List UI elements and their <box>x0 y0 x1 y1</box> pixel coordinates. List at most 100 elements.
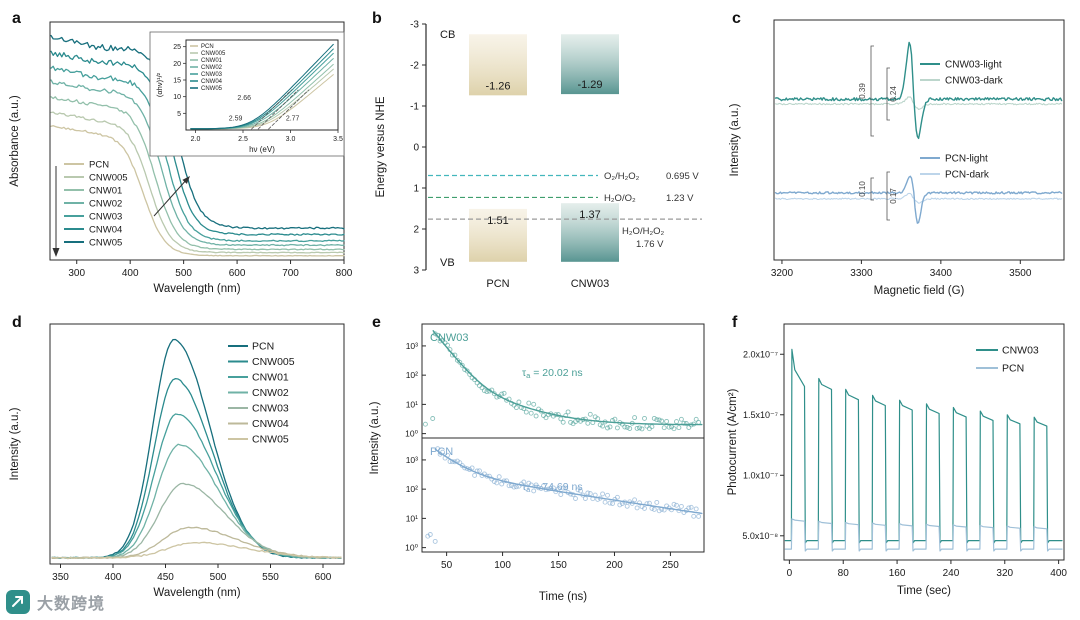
x-tick-label: 160 <box>889 568 906 579</box>
panel-d-chart: 350 400 450 500 550 600 Wavelength (nm) Intensi… <box>9 323 345 599</box>
scatter-point <box>452 459 458 465</box>
legend-label-CNW04: CNW04 <box>89 225 122 236</box>
inset-series-CNW05 <box>190 43 334 130</box>
redox-label: H₂O/O₂ <box>604 193 636 204</box>
x-axis-label: Wavelength (nm) <box>153 283 240 295</box>
legend-label-CNW03: CNW03 <box>252 403 289 415</box>
x-tick-label: 400 <box>105 572 122 583</box>
scatter-point <box>585 420 591 426</box>
bandgap-value: 2.59 <box>229 116 243 123</box>
measure-bracket <box>870 177 874 201</box>
scatter-point <box>639 426 645 432</box>
panel-c: c 3200 3300 3400 3500 Magnetic field (G) Inte… <box>724 8 1076 304</box>
y-tick-label: 5.0x10⁻⁸ <box>742 531 778 541</box>
x-tick-label: 350 <box>52 572 69 583</box>
x-tick-label: 450 <box>157 572 174 583</box>
inset-legend-label: PCN <box>201 44 214 50</box>
bandgap-value: 2.66 <box>237 95 251 102</box>
plot-frame <box>49 323 345 565</box>
y-axis-label: Intensity (a.u.) <box>369 401 381 474</box>
series-CNW03-dark <box>775 96 1063 111</box>
scatter-point <box>560 485 566 491</box>
panel-label-e: e <box>372 314 381 331</box>
scatter-point <box>624 503 630 509</box>
scatter-point <box>541 483 546 489</box>
panel-d: d 350 400 450 500 550 600 Wavelength (nm) Inten… <box>4 312 356 616</box>
y-tick-label: 10⁰ <box>405 429 418 439</box>
y-tick-label: 2 <box>413 225 419 236</box>
y-tick-label: 10¹ <box>406 399 418 409</box>
annotation-value: 0.24 <box>889 86 898 102</box>
x-tick-label: 500 <box>175 268 192 279</box>
scatter-point <box>558 492 564 497</box>
legend-label-CNW05: CNW05 <box>252 434 289 446</box>
inset-legend-label: CNW05 <box>201 86 223 92</box>
scatter-point <box>513 484 519 490</box>
scatter-point <box>607 500 613 506</box>
scatter-point <box>676 425 682 431</box>
scatter-point <box>605 425 610 431</box>
y-tick-label: 10¹ <box>406 513 418 523</box>
inset-x-tick-label: 3.5 <box>333 136 343 143</box>
x-tick-label: 600 <box>315 572 332 583</box>
legend-label-CNW04: CNW04 <box>252 418 289 430</box>
y-axis-label: Intensity (a.u.) <box>9 407 21 480</box>
scatter-point <box>634 505 640 511</box>
scatter-point <box>614 494 620 500</box>
vb-label: VB <box>440 257 455 269</box>
x-tick-label: 800 <box>336 268 353 279</box>
bandgap-value: 2.77 <box>286 116 300 123</box>
scatter-point <box>661 425 667 431</box>
y-tick-label: 2.0x10⁻⁷ <box>743 349 778 359</box>
bandgap-extrapolation-line <box>257 89 299 130</box>
series-CNW05 <box>51 541 342 560</box>
watermark-text: 大数跨境 <box>37 596 106 613</box>
scatter-point <box>568 419 574 425</box>
inset-y-tick-label: 5 <box>177 111 181 118</box>
series-CNW03 <box>50 65 345 243</box>
panel-label-b: b <box>372 10 382 27</box>
y-tick-label: 3 <box>413 266 419 277</box>
series-CNW02 <box>51 443 342 560</box>
legend-label-CNW03-light: CNW03-light <box>945 60 1002 71</box>
y-axis-label: Absorbance (a.u.) <box>9 95 21 187</box>
panel-c-chart: 3200 3300 3400 3500 Magnetic field (G) Intens… <box>729 19 1065 297</box>
scatter-point <box>610 501 615 506</box>
scatter-point <box>501 390 507 396</box>
legend-label-PCN: PCN <box>252 341 274 353</box>
inset-x-tick-label: 2.5 <box>238 136 248 143</box>
scatter-point <box>573 496 578 501</box>
inset-y-tick-label: 15 <box>173 78 181 85</box>
scatter-point <box>575 417 581 423</box>
x-tick-label: 100 <box>494 560 511 571</box>
scatter-point <box>666 424 672 430</box>
inset-pointer-arrow <box>153 177 189 217</box>
legend-label-CNW05: CNW05 <box>89 238 122 249</box>
y-tick-label: 10³ <box>406 455 418 465</box>
tau-value: = 74.69 ns <box>530 481 582 493</box>
x-tick-label: 3200 <box>771 268 794 279</box>
x-axis-label: Magnetic field (G) <box>874 285 965 297</box>
scatter-point <box>651 506 657 512</box>
inset-x-tick-label: 2.0 <box>191 136 201 143</box>
panel-b: b -3 -2 -1 0 1 2 3 Energy versus NHE CB VB -1.26 1.… <box>364 8 716 304</box>
legend-label-PCN: PCN <box>1002 363 1024 375</box>
legend-label-PCN-light: PCN-light <box>945 154 988 165</box>
y-tick-label: 1 <box>413 184 419 195</box>
panel-f-chart: 0 80 160 240 320 400 Time (sec) Photocurrent (A… <box>727 323 1067 597</box>
series-PCN <box>784 518 1063 552</box>
y-tick-label: -2 <box>410 61 419 72</box>
panel-label-a: a <box>12 10 21 27</box>
scatter-point <box>541 413 546 418</box>
legend-label-PCN: PCN <box>89 160 109 171</box>
scatter-point <box>526 400 532 406</box>
fit-line-CNW03 <box>432 330 703 426</box>
scatter-point <box>674 419 679 425</box>
inset-y-label: (αhν)¹/² <box>155 72 164 97</box>
tau-symbol: τ <box>522 367 527 379</box>
scatter-point <box>612 416 618 422</box>
series-PCN <box>50 125 345 257</box>
x-tick-label: 3300 <box>850 268 873 279</box>
scatter-point <box>624 424 630 430</box>
scatter-point <box>691 513 697 519</box>
